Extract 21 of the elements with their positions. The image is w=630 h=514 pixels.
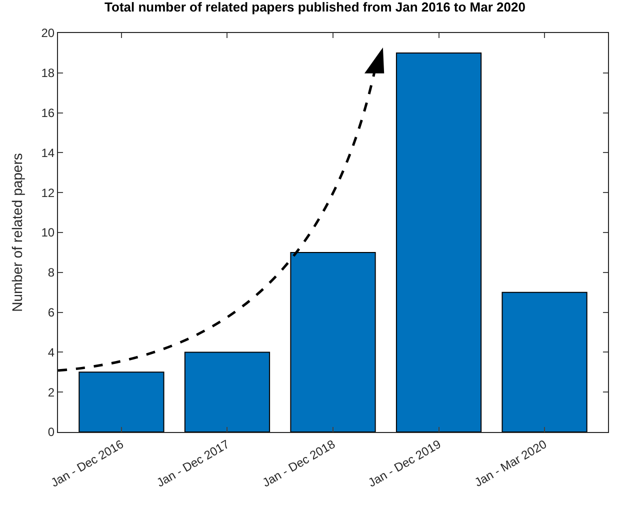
y-tick-label: 14 xyxy=(41,146,55,160)
y-tick-label: 4 xyxy=(48,345,55,360)
chart-title: Total number of related papers published from Jan 2016 to Mar 2020 xyxy=(104,0,526,15)
x-tick-label: Jan - Dec 2019 xyxy=(366,436,444,490)
y-tick-label: 6 xyxy=(48,306,55,320)
y-axis-title: Number of related papers xyxy=(8,153,25,312)
y-tick-label: 12 xyxy=(41,186,55,200)
y-tick-label: 16 xyxy=(41,106,55,120)
x-tick-label: Jan - Dec 2018 xyxy=(260,436,338,490)
y-tick-label: 2 xyxy=(48,385,55,400)
y-tick-label: 18 xyxy=(41,66,55,80)
y-tick-label: 10 xyxy=(41,226,55,240)
bar xyxy=(78,372,164,432)
y-tick-label: 8 xyxy=(48,266,55,280)
x-tick-label: Jan - Dec 2016 xyxy=(48,436,126,490)
bar xyxy=(502,292,588,432)
x-tick-label: Jan - Mar 2020 xyxy=(472,436,550,490)
y-tick-label: 0 xyxy=(48,425,55,440)
bar xyxy=(396,52,482,432)
y-tick-label: 20 xyxy=(41,26,55,40)
bar xyxy=(184,352,270,432)
